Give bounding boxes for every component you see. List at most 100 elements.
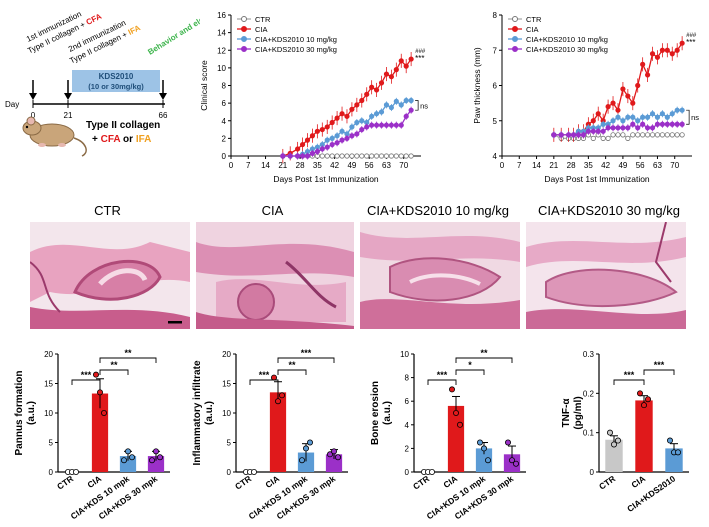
y-tick-label: 5 [49, 439, 54, 448]
data-point [339, 153, 345, 159]
data-point [669, 132, 675, 138]
data-point [330, 448, 337, 455]
data-point [659, 132, 665, 138]
ns-bracket [415, 100, 419, 111]
data-point [615, 114, 621, 120]
sig-label: *** [437, 370, 448, 380]
data-point [669, 121, 675, 127]
data-point [635, 82, 641, 89]
y-axis-title: Inflammatory infiltrate [192, 360, 203, 465]
inflammatory-infiltrate-chart: 0 5 10 15 20 Inflammatory infiltrate (a.u.) CTR… [192, 348, 348, 521]
data-point [512, 460, 519, 467]
data-point [679, 107, 685, 113]
legend-label: CIA+KDS2010 30 mg/kg [255, 45, 337, 54]
data-point [156, 454, 163, 461]
data-point [304, 137, 311, 143]
sig-bracket [455, 357, 513, 363]
data-point [630, 132, 636, 138]
y-axis-title: Paw thickness (mm) [472, 47, 482, 124]
data-point [125, 448, 132, 455]
data-point [575, 132, 582, 138]
x-tick-label: 70 [670, 161, 679, 170]
data-point [570, 132, 577, 138]
data-point [674, 121, 680, 127]
data-point [334, 454, 341, 461]
mouse-icon [22, 116, 87, 157]
y-tick-label: 12 [217, 46, 226, 55]
x-tick-label: 0 [229, 161, 234, 170]
data-point [398, 58, 404, 64]
histo-title-kds30: CIA+KDS2010 30 mg/kg [538, 203, 680, 218]
data-point [640, 114, 646, 120]
data-point [388, 122, 394, 128]
x-tick-label: CIA [441, 473, 459, 490]
y-tick-label: 7 [493, 46, 498, 55]
data-point [664, 121, 670, 127]
x-tick-label: 63 [653, 161, 662, 170]
data-point [610, 132, 616, 138]
data-point [329, 153, 335, 159]
x-tick-label: 7 [517, 161, 522, 170]
data-point [354, 119, 360, 126]
data-point [324, 153, 330, 159]
data-point [319, 153, 325, 159]
data-point [595, 128, 601, 134]
data-point [339, 128, 345, 134]
sig-bracket [427, 379, 457, 385]
data-point [610, 125, 616, 131]
histology-image-kds10 [360, 222, 520, 329]
histo-title-kds10: CIA+KDS2010 10 mg/kg [367, 203, 509, 218]
x-tick-label: 28 [296, 161, 305, 170]
arrow-down-icon [29, 93, 37, 100]
data-point [303, 445, 310, 452]
legend-label: CIA+KDS2010 10 mg/kg [526, 35, 608, 44]
data-point [654, 54, 661, 60]
day-label: Day [5, 100, 19, 109]
data-point [605, 104, 611, 110]
data-point [393, 153, 399, 159]
data-point [654, 121, 661, 127]
arrow-down-icon [159, 93, 167, 100]
sig-bracket [455, 369, 485, 375]
data-point [659, 111, 665, 117]
y-axis-title: Bone erosion [370, 381, 381, 445]
data-point [635, 132, 641, 138]
data-point [329, 141, 335, 148]
data-point [287, 153, 293, 159]
bar-0 [605, 439, 623, 472]
ns-bracket [686, 109, 690, 125]
data-point [664, 114, 670, 120]
data-point [369, 153, 375, 159]
day-0: 0 [31, 111, 36, 120]
data-point [644, 132, 651, 138]
sig-label: ** [124, 348, 132, 358]
y-tick-label: 0 [49, 468, 54, 477]
sig-bracket [277, 369, 307, 375]
data-point [674, 47, 680, 53]
data-point [600, 121, 606, 127]
data-point [640, 61, 646, 67]
data-point [481, 445, 488, 452]
data-point [299, 457, 306, 464]
data-point [485, 457, 492, 464]
y-tick-label: 0 [222, 152, 227, 161]
data-point [644, 125, 651, 131]
data-point [654, 132, 661, 138]
sig-bracket [613, 379, 645, 385]
arrow-down-icon [64, 93, 72, 100]
sig-bottom: *** [686, 38, 695, 47]
data-point [334, 115, 340, 121]
ns-label: ns [420, 101, 428, 110]
legend-marker [241, 36, 247, 42]
x-tick-label: 49 [618, 161, 627, 170]
data-point [344, 113, 350, 119]
legend-label: CIA [526, 25, 539, 34]
data-point [378, 80, 385, 86]
data-point [339, 111, 345, 117]
data-point [679, 40, 685, 46]
histology-image-ctr [30, 222, 190, 329]
y-tick-label: 2 [405, 444, 410, 453]
data-point [640, 132, 646, 138]
